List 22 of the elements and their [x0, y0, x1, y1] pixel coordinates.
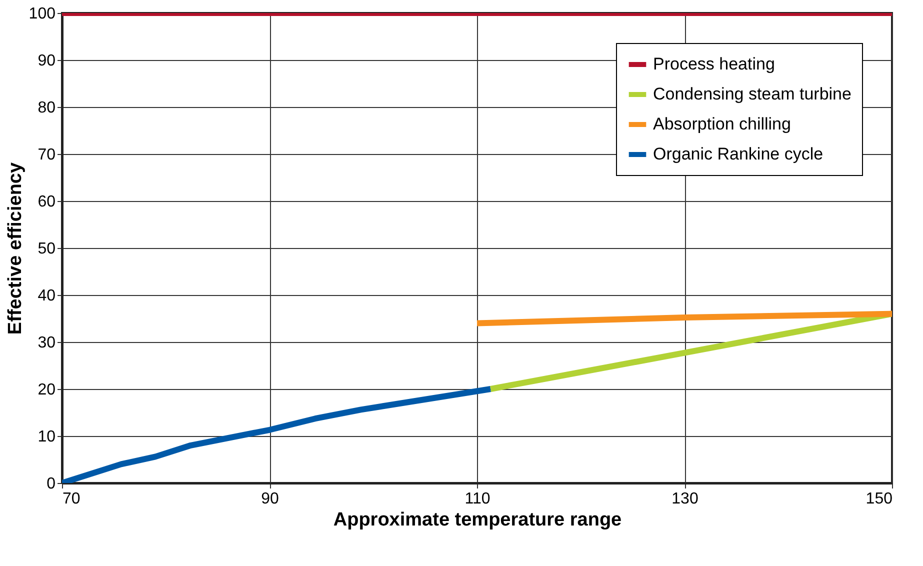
y-tick-label: 0 — [46, 476, 56, 492]
y-tick-label: 40 — [38, 288, 56, 304]
y-tick-label: 90 — [38, 52, 56, 70]
legend-label: Condensing steam turbine — [653, 84, 852, 104]
y-axis-title: Effective efficiency — [4, 162, 26, 335]
y-tick-label: 100 — [28, 6, 56, 22]
y-tick-label: 30 — [38, 334, 56, 352]
y-tick-label: 50 — [38, 240, 56, 258]
y-tick-label: 80 — [38, 100, 56, 116]
x-axis-title: Approximate temperature range — [333, 510, 622, 530]
legend-label: Organic Rankine cycle — [653, 144, 824, 164]
legend-label: Absorption chilling — [653, 114, 791, 134]
x-tick-label: 110 — [464, 490, 490, 508]
y-tick-label: 70 — [38, 146, 56, 164]
y-tick-label: 20 — [38, 382, 56, 398]
y-tick-label: 60 — [38, 194, 56, 210]
x-tick-label: 90 — [261, 490, 279, 508]
x-tick-label: 130 — [672, 490, 698, 508]
legend-label: Process heating — [653, 54, 775, 74]
x-tick-label: 70 — [62, 490, 80, 508]
x-tick-label: 150 — [866, 490, 893, 508]
y-tick-label: 10 — [38, 428, 56, 446]
